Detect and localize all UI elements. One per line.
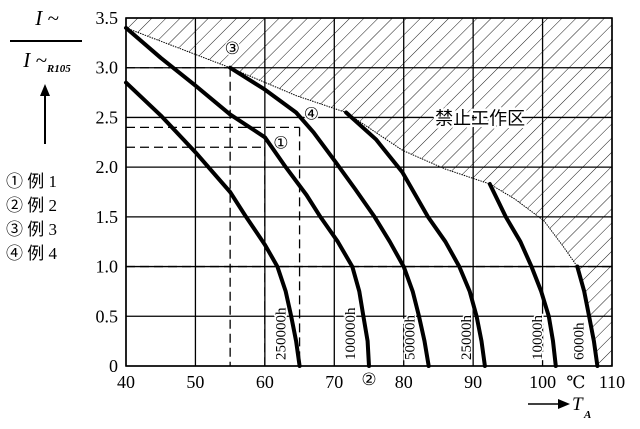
life-curve-50000h <box>228 65 431 368</box>
y-tick-label: 3.5 <box>96 8 119 28</box>
legend-text: 例 4 <box>27 244 57 263</box>
life-curve-25000h <box>344 110 487 368</box>
x-tick-label: 110 <box>599 372 625 392</box>
y-label-numerator: I ~ <box>35 6 59 30</box>
marker-④: ④ <box>304 104 319 123</box>
x-tick-label: 70 <box>325 372 343 392</box>
y-label-fraction-bar <box>10 40 82 42</box>
y-tick-label: 0 <box>109 356 118 376</box>
y-tick-label: 2.0 <box>96 157 119 177</box>
x-tick-label: 100 <box>529 372 556 392</box>
forbidden-zone-boundary <box>125 27 578 267</box>
x-tick-label: 50 <box>186 372 204 392</box>
legend: ① 例 1 ② 例 2 ③ 例 3 ④ 例 4 <box>6 170 57 266</box>
legend-text: 例 1 <box>27 172 57 191</box>
legend-text: 例 2 <box>27 196 57 215</box>
curve-label-250000h: 250000h <box>274 307 290 360</box>
legend-symbol: ② <box>6 196 23 215</box>
curve-label-50000h: 50000h <box>403 315 419 361</box>
forbidden-zone-label: 禁止工作区 <box>435 108 525 128</box>
curve-label-10000h: 10000h <box>530 315 546 361</box>
y-label-denominator-text: I ~ <box>23 48 47 72</box>
y-label-denominator: I ~R105 <box>8 48 86 75</box>
curve-label-100000h: 100000h <box>343 307 359 360</box>
y-tick-label: 1.5 <box>96 207 119 227</box>
x-axis-label-subscript: A <box>583 409 591 421</box>
x-axis-arrowhead-icon <box>558 399 570 409</box>
x-tick-label: 90 <box>464 372 482 392</box>
legend-symbol: ① <box>6 172 23 191</box>
legend-text: 例 3 <box>27 220 57 239</box>
legend-symbol: ③ <box>6 220 23 239</box>
legend-item-4: ④ 例 4 <box>6 242 57 266</box>
legend-symbol: ④ <box>6 244 23 263</box>
life-curve-10000h <box>487 182 558 368</box>
x-tick-label: 40 <box>117 372 135 392</box>
x-tick-label: 80 <box>395 372 413 392</box>
x-unit-label: ℃ <box>566 373 585 392</box>
y-axis-arrow-icon <box>40 84 50 144</box>
y-tick-label: 0.5 <box>96 306 119 326</box>
life-curve-6000h <box>575 264 600 368</box>
legend-item-2: ② 例 2 <box>6 194 57 218</box>
legend-item-1: ① 例 1 <box>6 170 57 194</box>
y-tick-label: 1.0 <box>96 257 119 277</box>
x-tick-label: 60 <box>256 372 274 392</box>
forbidden-zone-hatch <box>126 18 612 366</box>
y-tick-label: 2.5 <box>96 107 119 127</box>
legend-item-3: ③ 例 3 <box>6 218 57 242</box>
curve-label-25000h: 25000h <box>459 315 475 360</box>
marker-③: ③ <box>225 39 240 58</box>
marker-①: ① <box>273 133 288 152</box>
x-axis-label: T <box>572 394 584 415</box>
marker-②: ② <box>361 370 376 389</box>
life-curve-250000h <box>124 80 302 368</box>
curve-label-6000h: 6000h <box>571 322 587 360</box>
y-label-subscript: R105 <box>46 63 71 76</box>
y-tick-label: 3.0 <box>96 58 119 78</box>
life-curve-100000h <box>124 25 371 368</box>
